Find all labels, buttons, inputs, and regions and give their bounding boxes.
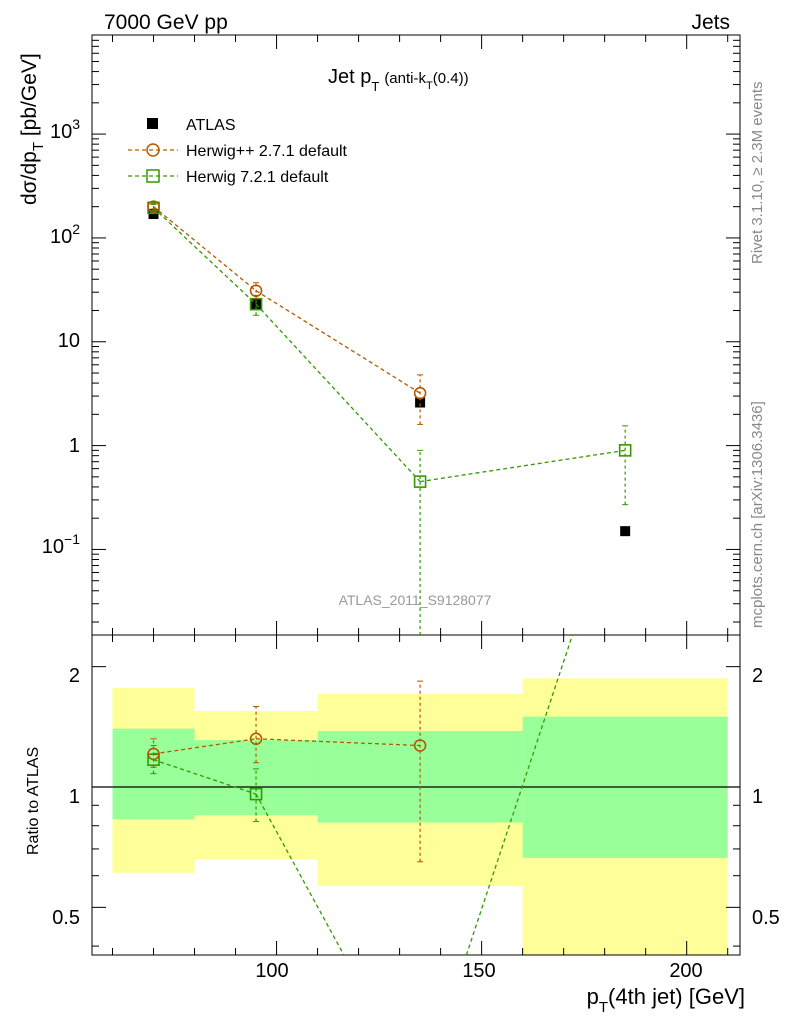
herwigpp-ratio-point-1	[249, 732, 263, 746]
header-energy: 7000 GeV pp	[104, 11, 228, 34]
ytick-ratio-1-left: 1	[69, 786, 80, 808]
herwig7-ratio-line-2	[255, 793, 345, 956]
herwigpp-ratio-line-1	[153, 738, 257, 755]
axis-ticks	[92, 34, 740, 955]
mcplots-info: mcplots.cern.ch [arXiv:1306.3436]	[749, 401, 766, 628]
herwigpp-main-point-2	[413, 386, 427, 400]
legend-label-herwigpp: Herwig++ 2.7.1 default	[186, 143, 348, 160]
herwigpp-main-point-0	[147, 200, 160, 213]
herwig7-main-line-3	[420, 449, 626, 483]
herwigpp-ratio-line-2	[256, 738, 421, 747]
legend-label-herwig7: Herwig 7.2.1 default	[186, 169, 329, 186]
plot-title: Jet pT (anti-kT(0.4))	[328, 66, 469, 94]
ytick-ratio-1-right: 1	[752, 786, 763, 808]
ytick-main-0p1: 10−1	[42, 531, 80, 558]
uncertainty-bands	[112, 678, 728, 955]
header-category: Jets	[691, 11, 730, 34]
herwigpp-main-line-1	[153, 206, 257, 292]
legend-marker-herwig7	[146, 169, 160, 183]
ytick-ratio-2-right: 2	[752, 665, 763, 687]
atlas-point-2	[415, 397, 426, 408]
series-layer	[92, 200, 740, 956]
herwigpp-main-point-1	[249, 284, 263, 298]
legend-label-atlas: ATLAS	[186, 117, 236, 134]
herwigpp-main-line-2	[255, 290, 421, 394]
ytick-main-10: 10	[58, 330, 80, 352]
herwig7-ratio-point-1	[249, 787, 263, 801]
xtick-200: 200	[669, 960, 702, 982]
ytick-ratio-0p5-right: 0.5	[752, 907, 780, 929]
xtick-150: 150	[462, 960, 495, 982]
ratio-plot-frame	[91, 634, 741, 956]
herwig7-main-line-2	[255, 303, 421, 483]
rivet-info: Rivet 3.1.10, ≥ 2.3M events	[749, 82, 766, 265]
herwig7-main-point-3	[618, 444, 632, 457]
legend-marker-atlas	[147, 118, 158, 129]
atlas-point-3	[620, 526, 631, 537]
xtick-100: 100	[255, 960, 288, 982]
legend-marker-herwigpp	[146, 143, 160, 157]
herwig7-main-line-1	[153, 207, 257, 305]
herwigpp-ratio-point-2	[413, 739, 427, 752]
analysis-watermark: ATLAS_2011_S9128077	[339, 592, 492, 608]
ytick-main-1: 1	[69, 435, 80, 457]
ytick-ratio-0p5-left: 0.5	[52, 907, 80, 929]
ytick-main-1000: 103	[50, 116, 80, 143]
herwig7-ratio-line-3	[465, 634, 574, 956]
herwig7-main-point-2	[413, 475, 427, 488]
herwigpp-ratio-point-0	[147, 747, 160, 761]
y-axis-label-ratio: Ratio to ATLAS	[25, 747, 42, 855]
legend: ATLAS Herwig++ 2.7.1 default Herwig 7.2.…	[128, 117, 348, 186]
y-axis-label-main: dσ/dpT [pb/GeV]	[18, 53, 47, 205]
ytick-main-100: 102	[50, 221, 80, 248]
ytick-ratio-2-left: 2	[69, 665, 80, 687]
x-axis-label: pT(4th jet) [GeV]	[587, 984, 745, 1016]
